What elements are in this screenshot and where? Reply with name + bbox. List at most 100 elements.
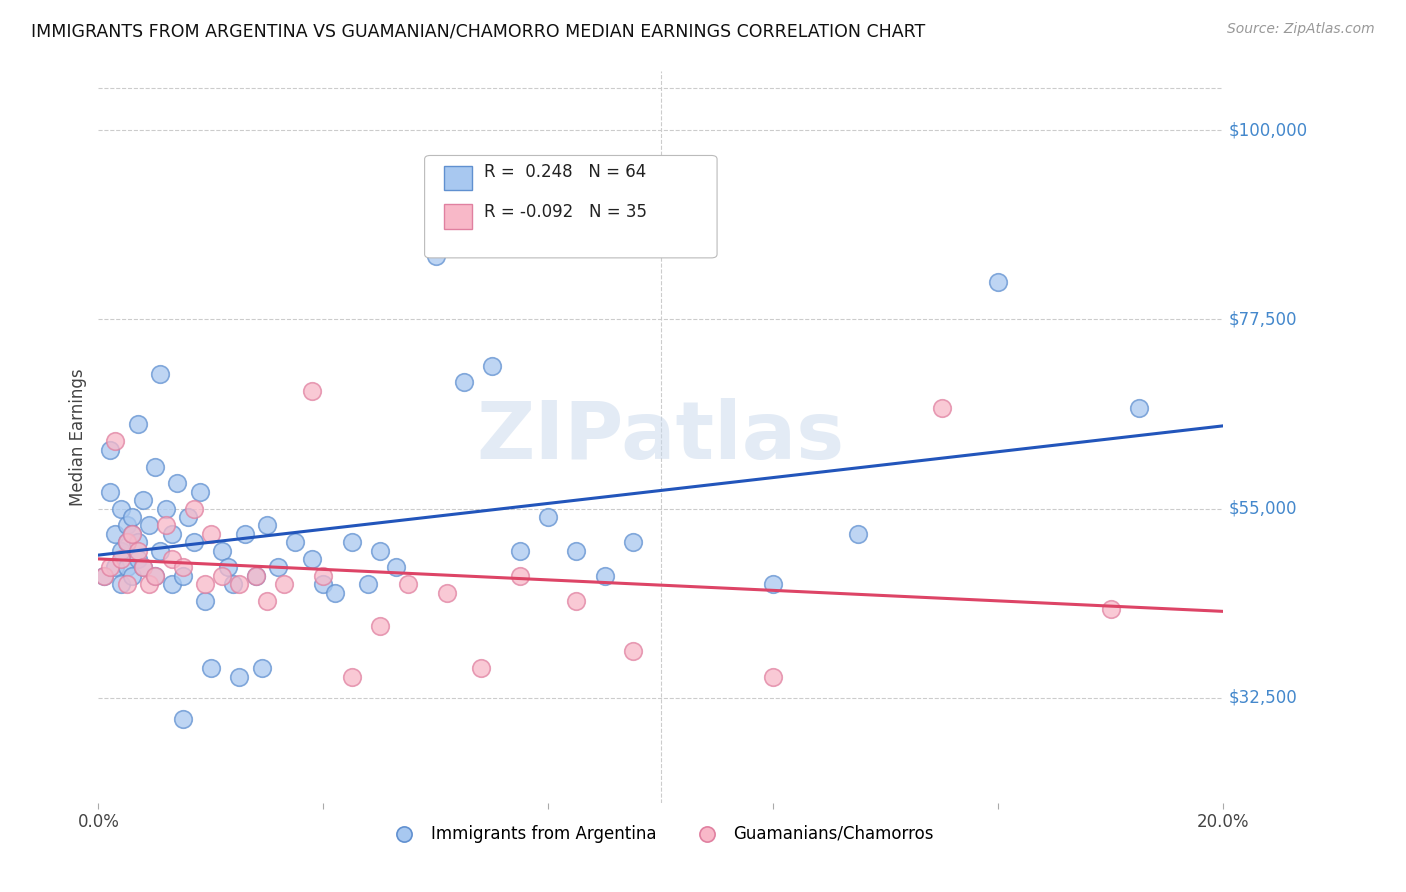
Point <box>188 484 211 499</box>
Bar <box>444 204 472 228</box>
Point <box>621 644 644 658</box>
Point <box>127 417 149 432</box>
Point <box>155 501 177 516</box>
Point <box>127 552 149 566</box>
Point <box>110 577 132 591</box>
Point <box>160 526 183 541</box>
Point <box>256 594 278 608</box>
Point <box>93 569 115 583</box>
Point <box>396 577 419 591</box>
Point <box>312 569 335 583</box>
Point <box>273 577 295 591</box>
Point <box>245 569 267 583</box>
Point <box>172 560 194 574</box>
Point <box>593 569 616 583</box>
Point <box>166 476 188 491</box>
Point <box>143 459 166 474</box>
Point <box>509 543 531 558</box>
Text: $32,500: $32,500 <box>1229 689 1298 706</box>
Point <box>267 560 290 574</box>
Point <box>121 526 143 541</box>
Point <box>470 661 492 675</box>
Point <box>340 535 363 549</box>
Text: $100,000: $100,000 <box>1229 121 1308 139</box>
Point <box>301 384 323 398</box>
Point <box>762 670 785 684</box>
Point <box>200 661 222 675</box>
Point <box>183 535 205 549</box>
Point <box>228 670 250 684</box>
Point <box>453 376 475 390</box>
Point <box>565 594 588 608</box>
Point <box>110 543 132 558</box>
Point <box>481 359 503 373</box>
Point <box>149 543 172 558</box>
Point <box>846 526 869 541</box>
FancyBboxPatch shape <box>425 155 717 258</box>
Point <box>93 569 115 583</box>
Point <box>222 577 245 591</box>
Text: $55,000: $55,000 <box>1229 500 1298 517</box>
Point <box>132 493 155 508</box>
Point <box>149 367 172 381</box>
Point <box>1128 401 1150 415</box>
Point <box>98 484 121 499</box>
Point <box>250 661 273 675</box>
Point <box>98 560 121 574</box>
Point <box>115 577 138 591</box>
Point <box>115 535 138 549</box>
Point <box>183 501 205 516</box>
Point <box>104 526 127 541</box>
Point <box>301 552 323 566</box>
Point <box>110 501 132 516</box>
Point <box>127 535 149 549</box>
Point <box>138 518 160 533</box>
Text: IMMIGRANTS FROM ARGENTINA VS GUAMANIAN/CHAMORRO MEDIAN EARNINGS CORRELATION CHAR: IMMIGRANTS FROM ARGENTINA VS GUAMANIAN/C… <box>31 22 925 40</box>
Point <box>172 569 194 583</box>
Point <box>931 401 953 415</box>
Text: Source: ZipAtlas.com: Source: ZipAtlas.com <box>1227 22 1375 37</box>
Point <box>256 518 278 533</box>
Point <box>132 560 155 574</box>
Point <box>228 577 250 591</box>
Point <box>385 560 408 574</box>
Point <box>211 543 233 558</box>
Point <box>132 560 155 574</box>
Point <box>323 585 346 599</box>
Point <box>436 585 458 599</box>
Point <box>104 560 127 574</box>
Point <box>425 249 447 263</box>
Text: R = -0.092   N = 35: R = -0.092 N = 35 <box>484 202 647 221</box>
Point <box>368 543 391 558</box>
Text: R =  0.248   N = 64: R = 0.248 N = 64 <box>484 163 647 181</box>
Text: $77,500: $77,500 <box>1229 310 1298 328</box>
Point <box>110 552 132 566</box>
Point <box>987 275 1010 289</box>
Point <box>312 577 335 591</box>
Point <box>104 434 127 449</box>
Point <box>143 569 166 583</box>
Point <box>115 518 138 533</box>
Point <box>233 526 256 541</box>
Y-axis label: Median Earnings: Median Earnings <box>69 368 87 506</box>
Point <box>127 543 149 558</box>
Point <box>138 577 160 591</box>
Text: ZIPatlas: ZIPatlas <box>477 398 845 476</box>
Point <box>121 569 143 583</box>
Legend: Immigrants from Argentina, Guamanians/Chamorros: Immigrants from Argentina, Guamanians/Ch… <box>381 818 941 849</box>
Point <box>368 619 391 633</box>
Point <box>762 577 785 591</box>
Point <box>357 577 380 591</box>
Point <box>115 535 138 549</box>
Point <box>245 569 267 583</box>
Point <box>115 560 138 574</box>
Point <box>98 442 121 457</box>
Point <box>121 526 143 541</box>
Point <box>340 670 363 684</box>
Point <box>200 526 222 541</box>
Point <box>621 535 644 549</box>
Point <box>565 543 588 558</box>
Point <box>143 569 166 583</box>
Point <box>160 552 183 566</box>
Bar <box>444 166 472 190</box>
